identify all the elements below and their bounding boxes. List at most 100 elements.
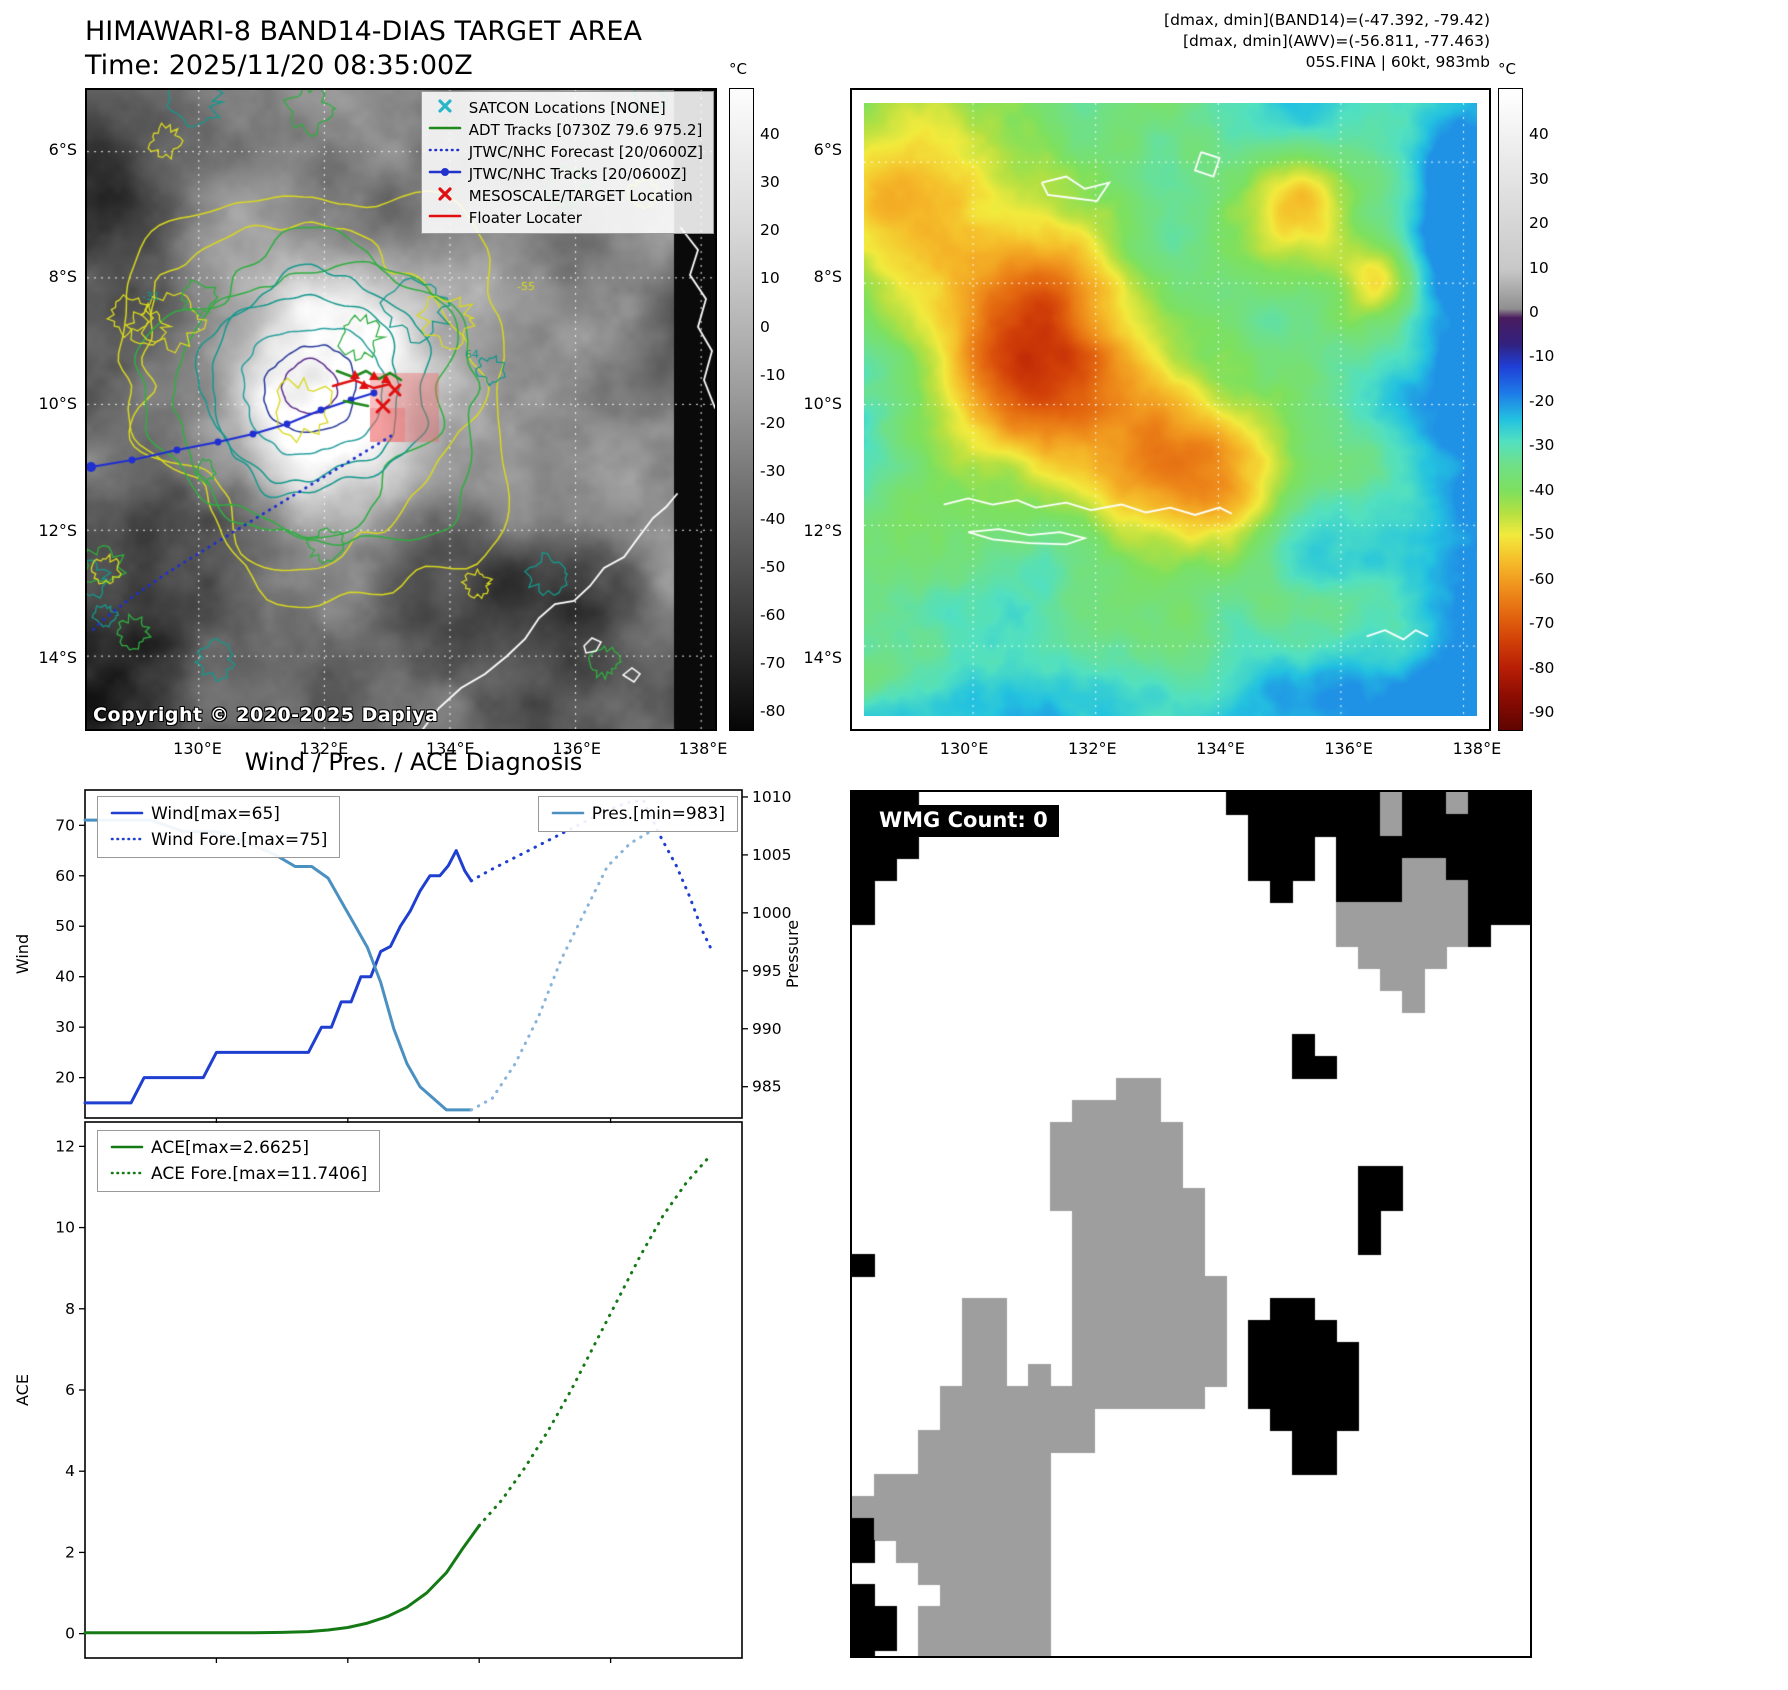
awv-colorbar-tick: -60 — [1529, 569, 1555, 588]
wind-legend: Wind[max=65] Wind Fore.[max=75] — [97, 796, 341, 858]
awv-y-tick-label: 12°S — [803, 521, 842, 541]
awv-x-tick-label: 130°E — [939, 739, 989, 758]
band14-y-tick-label: 12°S — [38, 521, 77, 541]
awv-colorbar-tick: 20 — [1529, 214, 1549, 233]
legend-item: JTWC/NHC Tracks [20/0600Z] — [428, 164, 703, 183]
legend-item: ACE Fore.[max=11.7406] — [110, 1164, 367, 1184]
y-tick-label: 8 — [65, 1300, 75, 1318]
band14-x-tick-label: 136°E — [552, 739, 602, 758]
awv-colorbar-tick: 40 — [1529, 125, 1549, 144]
line-icon — [428, 120, 462, 139]
ace-chart: 0 2 4 6 8 10 12 ACE — [13, 1121, 743, 1663]
legend-label: Wind Fore.[max=75] — [151, 830, 328, 850]
y-tick-label: 2 — [65, 1543, 75, 1561]
band14-y-tick-label: 6°S — [48, 140, 77, 160]
awv-y-tick-label: 14°S — [803, 647, 842, 667]
awv-colorbar — [1498, 88, 1523, 731]
band14-colorbar-tick: 10 — [760, 269, 780, 288]
y-tick-label: 40 — [55, 968, 75, 986]
y-right-tick-label: 1010 — [752, 788, 791, 806]
y-tick-label: 0 — [65, 1625, 75, 1643]
band14-colorbar — [729, 88, 754, 731]
awv-colorbar-tick: -90 — [1529, 703, 1555, 722]
y-tick-label: 20 — [55, 1069, 75, 1087]
plot-frame — [84, 789, 743, 1119]
y-tick-label: 60 — [55, 867, 75, 885]
band14-map-panel: SATCON Locations [NONE] ADT Tracks [0730Z… — [85, 88, 717, 731]
awv-colorbar-tick: -70 — [1529, 614, 1555, 633]
awv-colorbar-tick: 10 — [1529, 258, 1549, 277]
series-ace-fore- — [477, 1155, 711, 1528]
line-icon — [551, 805, 585, 824]
legend-label: Floater Locater — [468, 208, 582, 227]
band14-x-tick-label: 134°E — [425, 739, 475, 758]
x-marker-icon — [428, 98, 462, 117]
x-marker-icon — [428, 186, 462, 205]
legend-swatch — [428, 126, 462, 130]
band14-colorbar-tick: -20 — [760, 413, 786, 432]
band14-colorbar-tick: 20 — [760, 221, 780, 240]
legend-label: JTWC/NHC Forecast [20/0600Z] — [468, 142, 703, 161]
awv-colorbar-tick: -20 — [1529, 391, 1555, 410]
legend-item: MESOSCALE/TARGET Location — [428, 186, 703, 205]
legend-label: ACE Fore.[max=11.7406] — [151, 1164, 368, 1184]
band14-y-tick-label: 8°S — [48, 267, 77, 287]
y-tick-label: 10 — [55, 1219, 75, 1237]
y-right-tick-label: 1000 — [752, 904, 791, 922]
legend-item: Wind Fore.[max=75] — [110, 830, 327, 850]
awv-x-tick-label: 132°E — [1067, 739, 1117, 758]
awv-dmax-dmin-text: [dmax, dmin](AWV)=(-56.811, -77.463) — [1183, 32, 1490, 50]
y-tick-label: 12 — [55, 1137, 75, 1155]
y-tick-label: 6 — [65, 1381, 75, 1399]
storm-id-intensity-text: 05S.FINA | 60kt, 983mb — [1305, 53, 1490, 71]
legend-swatch — [110, 811, 144, 814]
legend-label: Wind[max=65] — [151, 804, 280, 824]
band14-colorbar-tick: 0 — [760, 317, 770, 336]
dotted-line-icon — [110, 831, 144, 850]
legend-label: ADT Tracks [0730Z 79.6 975.2] — [468, 120, 703, 139]
y-right-tick-label: 990 — [752, 1020, 782, 1038]
ace-legend: ACE[max=2.6625] ACE Fore.[max=11.7406] — [97, 1130, 381, 1192]
legend-swatch — [438, 99, 452, 113]
awv-satellite-image — [864, 103, 1477, 716]
wmg-count-label: WMG Count: 0 — [868, 805, 1059, 837]
wmg-panel: WMG Count: 0 — [850, 790, 1532, 1658]
y-right-tick-label: 1005 — [752, 846, 791, 864]
band14-colorbar-tick: -80 — [760, 702, 786, 721]
awv-colorbar-tick: -10 — [1529, 347, 1555, 366]
legend-swatch — [428, 148, 462, 152]
copyright-watermark: Copyright © 2020-2025 Dapiya — [93, 704, 439, 726]
legend-swatch — [438, 187, 452, 201]
legend-label: JTWC/NHC Tracks [20/0600Z] — [468, 164, 687, 183]
legend-item: JTWC/NHC Forecast [20/0600Z] — [428, 142, 703, 161]
band14-x-tick-label: 130°E — [173, 739, 222, 758]
awv-x-tick-label: 136°E — [1324, 739, 1374, 758]
awv-y-tick-label: 8°S — [813, 267, 842, 287]
y-right-axis-label: Pressure — [783, 920, 802, 988]
legend-swatch — [110, 837, 144, 840]
awv-x-tick-label: 138°E — [1452, 739, 1502, 758]
band14-x-tick-label: 132°E — [299, 739, 349, 758]
pressure-legend: Pres.[min=983] — [537, 796, 738, 832]
y-axis-label: Wind — [13, 934, 32, 974]
awv-colorbar-tick: -40 — [1529, 480, 1555, 499]
line-icon — [110, 1139, 144, 1158]
band14-y-tick-label: 10°S — [38, 394, 77, 414]
series-wind — [83, 849, 473, 1105]
awv-colorbar-tick: -50 — [1529, 525, 1555, 544]
band14-panel-title: HIMAWARI-8 BAND14-DIAS TARGET AREA — [85, 16, 642, 47]
plot-frame — [84, 1121, 743, 1659]
awv-colorbar-tick: -30 — [1529, 436, 1555, 455]
y-tick-label: 50 — [55, 917, 75, 935]
awv-x-tick-label: 134°E — [1196, 739, 1245, 758]
awv-colorbar-tick: -80 — [1529, 658, 1555, 677]
band14-legend: SATCON Locations [NONE] ADT Tracks [0730Z… — [420, 91, 714, 234]
awv-colorbar-tick: 0 — [1529, 303, 1539, 321]
band14-colorbar-tick: -40 — [760, 509, 786, 528]
y-tick-label: 4 — [65, 1462, 75, 1480]
legend-swatch — [428, 214, 462, 218]
x-glyph — [438, 187, 452, 201]
band14-colorbar-tick: -70 — [760, 654, 786, 673]
awv-map-panel — [850, 88, 1491, 731]
series-pres- — [83, 818, 473, 1112]
